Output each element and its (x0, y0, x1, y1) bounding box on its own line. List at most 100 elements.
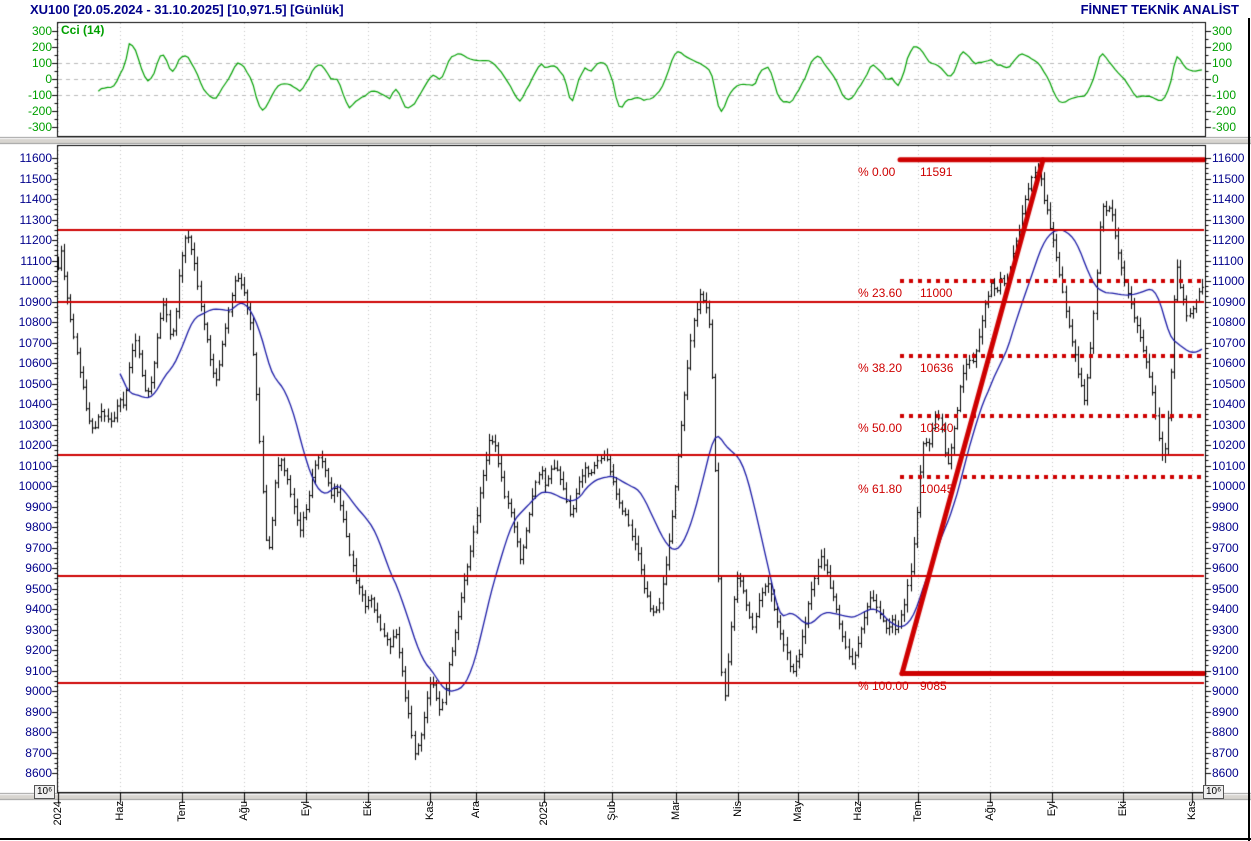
price-ytick-label: 10300 (18, 417, 52, 432)
price-ytick-label: 9800 (1212, 520, 1239, 534)
chart-title: XU100 [20.05.2024 - 31.10.2025] [10,971.… (30, 2, 344, 17)
x-axis-month-label: Kas (1186, 801, 1198, 820)
price-ytick-label: 10000 (1212, 479, 1246, 493)
price-ytick-label: 11600 (19, 151, 52, 165)
x-axis-month-label: Eki (362, 801, 374, 817)
price-ytick-label: 8700 (1212, 745, 1239, 760)
price-ytick-label: 10200 (18, 438, 52, 452)
cci-ytick-label: 300 (1212, 24, 1233, 38)
cci-ytick-label: 0 (1212, 72, 1219, 86)
price-ytick-label: 9700 (1212, 540, 1239, 555)
cci-ytick-label: -200 (27, 104, 52, 118)
brand-title: FİNNET TEKNİK ANALİST (1080, 2, 1239, 17)
x-axis-month-label: 2025 (538, 801, 550, 826)
price-ytick-label: 10700 (18, 335, 52, 350)
x-axis-month-label: Ağu (238, 801, 250, 821)
fib-level-2-pct: % 38.20 (858, 360, 903, 375)
price-ytick-label: 11200 (1212, 233, 1245, 247)
price-ytick-label: 11300 (1212, 212, 1245, 227)
price-ytick-label: 9300 (25, 622, 52, 637)
cci-ytick-label: 0 (45, 72, 52, 86)
price-ytick-label: 11000 (19, 274, 52, 288)
price-ytick-label: 10800 (18, 315, 52, 329)
price-ytick-label: 9900 (25, 499, 52, 514)
price-ytick-label: 9400 (25, 602, 52, 616)
price-ytick-label: 9000 (1212, 684, 1239, 698)
price-ytick-label: 9500 (25, 581, 52, 596)
right-window-edge (1248, 18, 1250, 841)
price-ytick-label: 11400 (19, 192, 52, 206)
price-ytick-label: 11500 (1212, 171, 1245, 186)
fib-level-5-pct: % 100.00 (858, 678, 909, 693)
x-axis-month-label: Kas (424, 801, 436, 820)
x-axis-month-label: Tem (176, 801, 188, 822)
bottom-window-edge (0, 838, 1251, 840)
fib-level-3-pct: % 50.00 (858, 421, 903, 436)
cci-ytick-label: -100 (27, 88, 52, 102)
price-ytick-label: 10400 (18, 397, 52, 411)
fib-level-0-pct: % 0.00 (858, 164, 896, 179)
price-ytick-label: 11100 (1212, 253, 1244, 268)
price-ytick-label: 9100 (1212, 663, 1239, 678)
price-ytick-label: 10100 (18, 458, 52, 473)
price-ytick-label: 10800 (1212, 315, 1246, 329)
x-axis-month-label: Şub (606, 801, 618, 821)
x-axis-month-label: Eyl (300, 801, 312, 817)
cci-ytick-label: 300 (31, 24, 52, 38)
price-ytick-label: 10000 (18, 479, 52, 493)
x-axis-month-label: 2024 (52, 801, 64, 826)
price-ytick-label: 10500 (18, 376, 52, 391)
price-ytick-label: 10300 (1212, 417, 1246, 432)
x-axis-month-label: May (792, 801, 804, 822)
price-ytick-label: 9400 (1212, 602, 1239, 616)
cci-ytick-label: -300 (1212, 120, 1237, 134)
price-ytick-label: 8700 (25, 745, 52, 760)
price-ytick-label: 8800 (1212, 725, 1239, 739)
price-ytick-label: 10500 (1212, 376, 1246, 391)
price-ytick-label: 9600 (1212, 561, 1239, 575)
price-ytick-label: 10200 (1212, 438, 1246, 452)
price-ytick-label: 9600 (25, 561, 52, 575)
price-ytick-label: 10900 (1212, 294, 1246, 309)
fib-level-1-value: 11000 (920, 286, 953, 300)
fib-level-4-value: 10045 (920, 481, 954, 496)
fib-level-0-value: 11591 (920, 164, 953, 179)
cci-ytick-label: -300 (27, 120, 52, 134)
price-ytick-label: 9100 (25, 663, 52, 678)
price-ytick-label: 8900 (25, 704, 52, 719)
price-ytick-label: 8800 (25, 725, 52, 739)
price-ytick-label: 11400 (1212, 192, 1245, 206)
price-ytick-label: 10600 (18, 356, 52, 370)
price-ytick-label: 9700 (25, 540, 52, 555)
price-ytick-label: 9900 (1212, 499, 1239, 514)
price-ytick-label: 11300 (19, 212, 52, 227)
left-volume-scale-badge: 10⁶ (34, 785, 56, 799)
cci-indicator-label: Cci (14) (61, 23, 105, 37)
cci-ytick-label: 100 (1212, 56, 1233, 70)
x-axis-month-label: Tem (912, 801, 924, 822)
cci-ytick-label: 100 (31, 56, 52, 70)
x-axis-month-label: Ağu (984, 801, 996, 821)
x-axis-month-label: Eyl (1046, 801, 1058, 817)
right-volume-scale-badge: 10⁶ (1203, 785, 1225, 799)
price-ytick-label: 10900 (18, 294, 52, 309)
price-ytick-label: 9300 (1212, 622, 1239, 637)
fib-level-2-value: 10636 (920, 360, 954, 375)
price-ytick-label: 10700 (1212, 335, 1246, 350)
fib-level-3-value: 10340 (920, 421, 954, 436)
price-ytick-label: 11500 (19, 171, 52, 186)
fib-level-4-pct: % 61.80 (858, 481, 903, 496)
price-ytick-label: 9200 (1212, 643, 1239, 657)
price-ytick-label: 11200 (19, 233, 52, 247)
price-ytick-label: 11000 (1212, 274, 1245, 288)
x-axis-month-label: Haz (852, 801, 864, 821)
price-ytick-label: 9500 (1212, 581, 1239, 596)
price-ytick-label: 11600 (1212, 151, 1245, 165)
fib-level-5-value: 9085 (920, 678, 947, 693)
price-ytick-label: 10600 (1212, 356, 1246, 370)
price-ytick-label: 10100 (1212, 458, 1246, 473)
x-axis-month-label: Haz (114, 801, 126, 821)
price-ytick-label: 11100 (20, 253, 52, 268)
price-ytick-label: 9800 (25, 520, 52, 534)
